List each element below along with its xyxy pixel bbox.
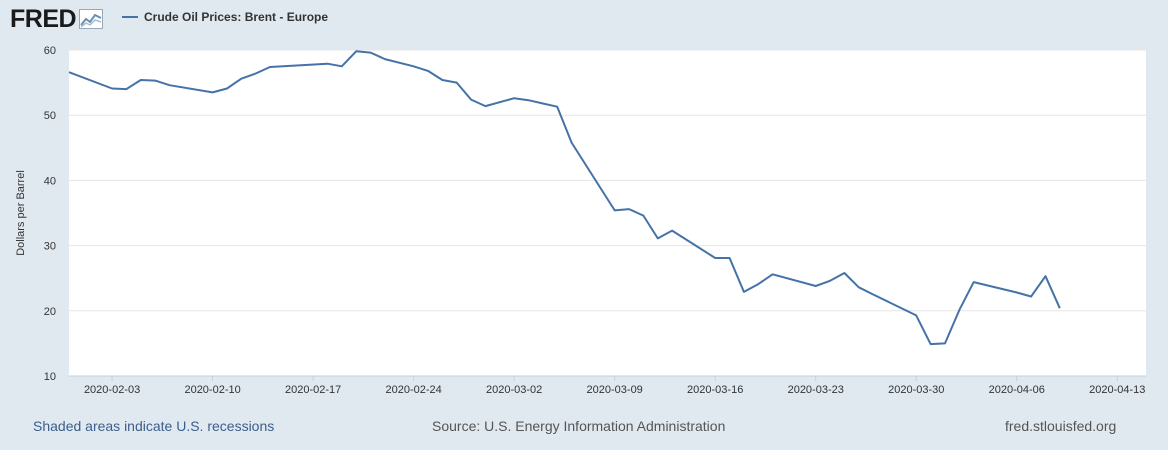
data-point-2020-03-23[interactable]: 2020-03-23: 23.8	[812, 282, 820, 290]
y-tick-label-10: 10	[44, 371, 56, 383]
data-point-2020-03-06[interactable]: 2020-03-06: 45.8	[568, 139, 576, 147]
data-point-2020-03-05[interactable]: 2020-03-05: 51.3	[553, 103, 561, 111]
data-point-2020-02-10[interactable]: 2020-02-10: 53.5	[209, 88, 217, 96]
data-point-2020-04-03[interactable]: 2020-04-03: 24.4	[970, 278, 978, 286]
data-point-2020-02-26[interactable]: 2020-02-26: 55.4	[438, 76, 446, 84]
data-point-2020-03-13[interactable]: 2020-03-13: 32.3	[668, 227, 676, 235]
fred-logo[interactable]: FRED	[10, 4, 104, 34]
y-axis-label: Dollars per Barrel	[15, 170, 27, 256]
data-point-2020-02-18[interactable]: 2020-02-18: 57.9	[323, 60, 331, 68]
x-tick-label-2020-02-24: 2020-02-24	[385, 384, 441, 396]
data-point-2020-02-06[interactable]: 2020-02-06: 55.3	[151, 77, 159, 85]
y-tick-label-50: 50	[44, 110, 56, 122]
data-point-2020-02-22[interactable]: 2020-02-22: 58.6	[381, 55, 389, 63]
fred-url[interactable]: fred.stlouisfed.org	[1005, 418, 1117, 434]
data-point-2020-02-19[interactable]: 2020-02-19: 57.5	[338, 62, 346, 70]
data-point-2020-03-27[interactable]: 2020-03-27: 22.5	[869, 291, 877, 299]
data-point-2020-04-07[interactable]: 2020-04-07: 22.2	[1027, 292, 1035, 300]
y-tick-label-20: 20	[44, 306, 56, 318]
data-point-2020-03-09[interactable]: 2020-03-09: 35.4	[611, 206, 619, 214]
recession-note: Shaded areas indicate U.S. recessions	[33, 418, 275, 434]
legend-label: Crude Oil Prices: Brent - Europe	[144, 10, 329, 24]
data-point-2020-02-28[interactable]: 2020-02-28: 52.4	[467, 96, 475, 104]
data-point-2020-02-25[interactable]: 2020-02-25: 56.8	[424, 67, 432, 75]
data-point-2020-02-03[interactable]: 2020-02-03: 54.1	[108, 84, 116, 92]
data-point-2020-02-04[interactable]: 2020-02-04: 54	[122, 85, 130, 93]
data-point-2020-03-25[interactable]: 2020-03-25: 25.8	[840, 269, 848, 277]
x-tick-label-2020-04-13: 2020-04-13	[1089, 384, 1145, 396]
data-point-2020-02-20[interactable]: 2020-02-20: 59.8	[352, 47, 360, 55]
grid-lines	[69, 49, 1146, 312]
x-axis: 2020-02-03 2020-02-10 2020-02-17 2020-02-24…	[69, 375, 1146, 396]
x-tick-label-2020-03-16: 2020-03-16	[687, 384, 743, 396]
x-tick-label-2020-03-30: 2020-03-30	[888, 384, 944, 396]
data-point-2020-04-02[interactable]: 2020-04-02: 20.1	[955, 306, 963, 314]
x-tick-label-2020-02-03: 2020-02-03	[84, 384, 140, 396]
plot-area	[69, 50, 1146, 376]
data-point-2020-03-10[interactable]: 2020-03-10: 35.6	[625, 205, 633, 213]
data-point-2020-02-05[interactable]: 2020-02-05: 55.4	[137, 76, 145, 84]
data-point-2020-03-20[interactable]: 2020-03-20: 25.6	[769, 270, 777, 278]
data-point-2020-01-31[interactable]: 2020-01-31: 56.6	[65, 68, 73, 76]
data-point-2020-03-02[interactable]: 2020-03-02: 52.6	[510, 94, 518, 102]
legend-swatch	[122, 16, 138, 18]
data-point-2020-02-12[interactable]: 2020-02-12: 55.6	[237, 75, 245, 83]
chart-header: FRED Crude Oil Prices: Brent - Europe	[0, 0, 1168, 40]
y-tick-label-60: 60	[44, 45, 56, 57]
y-axis: 10 20 30 40 50 60	[44, 45, 56, 383]
fred-logo-text: FRED	[10, 4, 77, 33]
data-point-2020-02-07[interactable]: 2020-02-07: 54.6	[166, 81, 174, 89]
data-point-2020-03-26[interactable]: 2020-03-26: 23.6	[855, 283, 863, 291]
data-point-2020-02-24[interactable]: 2020-02-24: 57.5	[410, 62, 418, 70]
data-point-2020-03-03[interactable]: 2020-03-03: 52.3	[525, 96, 533, 104]
y-tick-label-30: 30	[44, 241, 56, 253]
data-point-2020-04-01[interactable]: 2020-04-01: 15	[941, 339, 949, 347]
x-tick-label-2020-02-17: 2020-02-17	[285, 384, 341, 396]
data-point-2020-03-17[interactable]: 2020-03-17: 28.1	[726, 254, 734, 262]
data-point-2020-03-11[interactable]: 2020-03-11: 34.6	[639, 212, 647, 220]
series-line-brent[interactable]	[68, 50, 1061, 346]
data-point-2020-03-12[interactable]: 2020-03-12: 31.1	[654, 234, 662, 242]
y-tick-label-40: 40	[44, 175, 56, 187]
data-point-2020-02-27[interactable]: 2020-02-27: 55	[453, 79, 461, 87]
data-point-2020-04-06[interactable]: 2020-04-06: 22.8	[1013, 289, 1021, 297]
data-point-2020-02-11[interactable]: 2020-02-11: 54.1	[223, 84, 231, 92]
line-chart-icon	[79, 9, 104, 29]
x-tick-label-2020-03-09: 2020-03-09	[587, 384, 643, 396]
x-tick-label-2020-02-10: 2020-02-10	[184, 384, 240, 396]
x-tick-label-2020-03-23: 2020-03-23	[788, 384, 844, 396]
chart-legend[interactable]: Crude Oil Prices: Brent - Europe	[122, 10, 328, 24]
x-tick-label-2020-04-06: 2020-04-06	[989, 384, 1045, 396]
data-point-2020-02-21[interactable]: 2020-02-21: 59.6	[367, 49, 375, 57]
data-point-2020-03-31[interactable]: 2020-03-31: 14.9	[927, 340, 935, 348]
data-point-2020-04-08[interactable]: 2020-04-08: 25.3	[1041, 272, 1049, 280]
data-point-2020-03-24[interactable]: 2020-03-24: 24.6	[826, 277, 834, 285]
data-point-2020-03-04[interactable]: 2020-03-04: 51.8	[539, 99, 547, 107]
data-point-2020-04-09[interactable]: 2020-04-09: 20.4	[1056, 304, 1064, 312]
data-point-2020-02-29[interactable]: 2020-02-29: 51.4	[481, 102, 489, 110]
data-point-2020-02-13[interactable]: 2020-02-13: 56.4	[252, 69, 260, 77]
data-point-2020-03-19[interactable]: 2020-03-19: 24.1	[754, 280, 762, 288]
data-point-2020-03-30[interactable]: 2020-03-30: 19.3	[912, 311, 920, 319]
source-note: Source: U.S. Energy Information Administ…	[432, 418, 726, 434]
data-point-2020-03-18[interactable]: 2020-03-18: 22.9	[740, 288, 748, 296]
data-point-2020-03-16[interactable]: 2020-03-16: 28.1	[711, 254, 719, 262]
x-tick-label-2020-03-02: 2020-03-02	[486, 384, 542, 396]
data-point-2020-02-14[interactable]: 2020-02-14: 57.4	[266, 63, 274, 71]
